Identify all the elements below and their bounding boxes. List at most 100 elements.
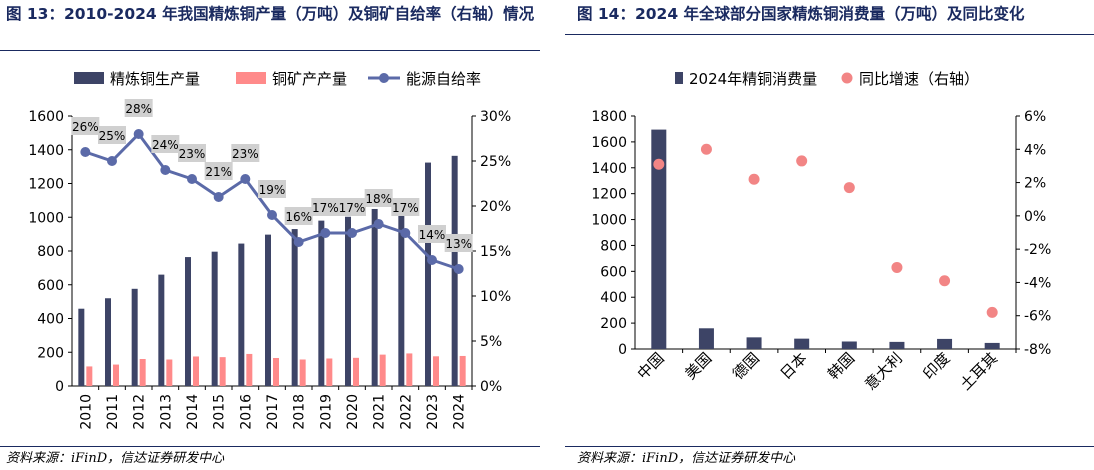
growth-point: [700, 143, 712, 155]
self-sufficiency-point: [427, 255, 437, 265]
bar-copper-mine: [459, 355, 466, 386]
self-sufficiency-point: [267, 210, 277, 220]
bar-copper-mine: [246, 353, 253, 386]
data-label: 24%: [152, 138, 179, 152]
y-tick-label: 600: [600, 264, 627, 280]
bar-refined-copper: [238, 243, 245, 386]
legend-swatch-mine: [236, 72, 266, 84]
bar-refined-copper: [398, 199, 405, 386]
data-label-box: [151, 135, 180, 153]
bar-copper-mine: [166, 359, 173, 386]
y2-tick-label: -8%: [1024, 342, 1051, 358]
right-chart: 0 200 400 600 800 1000 1200 1400 1600 1800 -8% -6% -…: [591, 70, 1051, 394]
bar-copper-mine: [193, 356, 199, 386]
data-label-box: [98, 126, 126, 144]
legend-label-mine: 铜矿产产量: [272, 70, 347, 88]
legend-label-growth: 同比增速（右轴）: [859, 70, 979, 88]
y-tick-label: 800: [37, 244, 64, 260]
data-label-box: [178, 144, 206, 162]
data-label-box: [204, 162, 233, 180]
bar-copper-mine: [299, 359, 306, 386]
data-label: 25%: [99, 129, 126, 143]
growth-point: [939, 275, 951, 287]
data-label-box: [284, 207, 313, 225]
y-tick-label: 400: [600, 290, 627, 306]
y-tick-label: 400: [37, 312, 64, 328]
data-label: 17%: [339, 201, 366, 215]
bar-copper-mine: [273, 357, 279, 386]
data-label-box: [71, 117, 100, 135]
right-figure-title: 图 14：2024 年全球部分国家精炼铜消费量（万吨）及同比变化: [577, 5, 1025, 23]
legend-label-rate: 能源自给率: [406, 70, 481, 88]
data-label: 23%: [179, 147, 206, 161]
bar-copper-mine: [433, 356, 439, 386]
data-label-box: [258, 180, 286, 198]
data-label-box: [311, 198, 340, 216]
bar-refined-copper: [345, 216, 351, 386]
bar-refined-copper: [185, 257, 191, 386]
y2-tick-label: 20%: [480, 199, 511, 215]
bar-refined-copper: [291, 229, 298, 386]
x-tick-label: 2020: [345, 394, 361, 430]
legend-marker-rate: [379, 73, 389, 83]
left-title-rule: [0, 50, 540, 51]
left-source-note: 资料来源：iFinD，信达证券研发中心: [6, 451, 225, 466]
data-label: 13%: [445, 237, 472, 251]
x-tick-label: 2024: [452, 394, 468, 430]
y2-tick-label: -4%: [1024, 275, 1051, 291]
data-label-box: [364, 189, 393, 207]
growth-point: [843, 182, 855, 194]
x-tick-label: 2023: [425, 394, 441, 430]
legend-swatch-refined: [74, 72, 104, 84]
y-tick-label: 0: [55, 379, 64, 395]
x-tick-label: 2014: [185, 394, 201, 430]
bar-consumption: [794, 338, 810, 349]
data-label-box: [124, 99, 153, 117]
self-sufficiency-point: [107, 156, 117, 166]
x-tick-label: 2010: [78, 394, 94, 430]
x-tick-label: 日本: [777, 349, 811, 383]
x-tick-label: 2022: [398, 394, 414, 430]
data-label-box: [391, 198, 420, 216]
bar-consumption: [698, 328, 714, 349]
x-tick-label: 2019: [318, 394, 334, 430]
data-label: 21%: [205, 165, 232, 179]
self-sufficiency-point: [320, 228, 331, 238]
bar-refined-copper: [318, 220, 325, 386]
right-source-rule: [565, 446, 1094, 447]
y-tick-label: 200: [600, 316, 627, 332]
y-tick-label: 1600: [591, 135, 627, 151]
bar-consumption: [746, 337, 762, 349]
y2-tick-label: 0%: [480, 379, 502, 395]
legend-swatch-consumption: [675, 72, 683, 84]
self-sufficiency-point: [80, 147, 91, 157]
bar-consumption: [984, 342, 1000, 349]
x-tick-label: 中国: [634, 349, 668, 383]
legend-label-consumption: 2024年精铜消费量: [689, 70, 817, 88]
y-tick-label: 1400: [591, 161, 627, 177]
bar-copper-mine: [379, 354, 386, 386]
y-tick-label: 1800: [591, 109, 627, 125]
y-tick-label: 0: [618, 342, 627, 358]
right-figure-panel: 图 14：2024 年全球部分国家精炼铜消费量（万吨）及同比变化 0 200 400…: [565, 0, 1094, 470]
bar-copper-mine: [406, 353, 413, 386]
self-sufficiency-point: [373, 219, 384, 229]
bar-consumption: [651, 129, 667, 349]
right-source-note: 资料来源：iFinD，信达证券研发中心: [577, 451, 796, 466]
y2-tick-label: 15%: [480, 244, 511, 260]
self-sufficiency-point: [400, 228, 411, 238]
bar-copper-mine: [113, 364, 119, 386]
data-label-box: [444, 234, 473, 252]
y-tick-label: 1200: [591, 187, 627, 203]
bar-refined-copper: [211, 251, 218, 386]
right-title-rule: [565, 34, 1094, 35]
bar-refined-copper: [158, 274, 165, 386]
data-label-box: [418, 225, 446, 243]
left-source-rule: [0, 446, 540, 447]
x-tick-label: 美国: [681, 349, 715, 383]
y2-tick-label: -2%: [1024, 242, 1051, 258]
left-chart: 0 200 400 600 800 1000 1200 1400 1600 0% 5% 10% 15% 2…: [28, 70, 511, 430]
y-tick-label: 200: [37, 345, 64, 361]
bar-refined-copper: [265, 234, 271, 386]
x-tick-label: 2013: [158, 394, 174, 430]
